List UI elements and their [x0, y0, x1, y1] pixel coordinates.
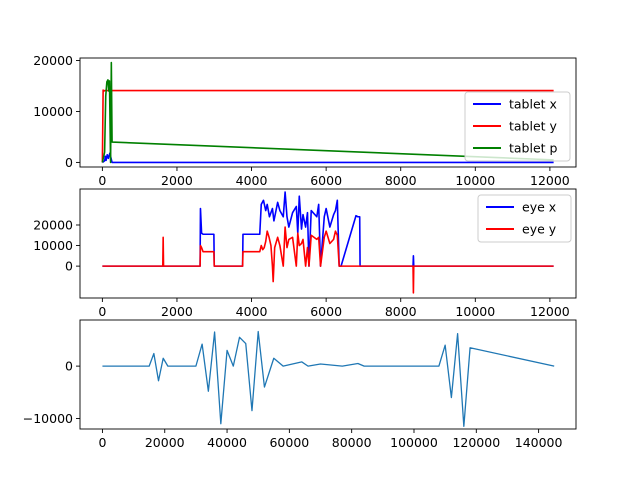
- x-tick-label: 120000: [452, 435, 500, 450]
- x-tick-label: 6000: [310, 173, 342, 188]
- y-tick-label: 0: [65, 359, 73, 374]
- x-tick-label: 4000: [236, 304, 268, 319]
- x-tick-label: 100000: [390, 435, 438, 450]
- legend-label-tablet-x: tablet x: [509, 97, 557, 112]
- legend: tablet x tablet y tablet p: [464, 91, 571, 162]
- legend: eye x eye y: [477, 194, 572, 243]
- x-tick-label: 20000: [145, 435, 185, 450]
- x-tick-label: 0: [98, 435, 106, 450]
- x-tick-label: 2000: [161, 304, 193, 319]
- legend-label-tablet-y: tablet y: [509, 119, 558, 134]
- legend-label-eye-x: eye x: [522, 200, 556, 215]
- x-tick-label: 10000: [455, 304, 495, 319]
- legend-label-eye-y: eye y: [522, 222, 557, 237]
- y-tick-label: 0: [65, 155, 73, 170]
- y-tick-label: 10000: [33, 104, 73, 119]
- tablet-chart: 0 2000 4000 6000 8000 10000 12000 0 10000 20000 ta…: [33, 53, 577, 188]
- x-tick-label: 12000: [530, 304, 570, 319]
- x-tick-label: 140000: [515, 435, 563, 450]
- y-tick-label: −10000: [23, 411, 73, 426]
- series-line-signal: [102, 330, 555, 428]
- x-tick-label: 10000: [455, 173, 495, 188]
- axes-frame: [79, 57, 577, 168]
- y-tick-label: 20000: [33, 53, 73, 68]
- y-tick-label: 10000: [33, 238, 73, 253]
- series-line-tablet-x: [101, 152, 554, 164]
- axes-frame: [79, 319, 577, 430]
- legend-box: [464, 91, 571, 162]
- eye-chart: 0 2000 4000 6000 8000 10000 12000 0 10000 20000 ey…: [33, 188, 577, 319]
- x-tick-label: 12000: [530, 173, 570, 188]
- x-tick-label: 6000: [310, 304, 342, 319]
- x-tick-label: 2000: [161, 173, 193, 188]
- series-line-tablet-y: [101, 89, 554, 163]
- x-tick-label: 40000: [207, 435, 247, 450]
- x-tick-label: 80000: [332, 435, 372, 450]
- x-tick-label: 0: [98, 304, 106, 319]
- audio-chart: 0 20000 40000 60000 80000 100000 120000 140000 −…: [23, 319, 577, 450]
- y-tick-label: 20000: [33, 217, 73, 232]
- series-line-tablet-p: [101, 61, 554, 164]
- x-tick-label: 0: [98, 173, 106, 188]
- x-tick-label: 4000: [236, 173, 268, 188]
- legend-label-tablet-p: tablet p: [509, 141, 558, 156]
- x-tick-label: 8000: [385, 304, 417, 319]
- series-line-eye-y: [102, 226, 554, 294]
- axes-frame: [79, 188, 577, 299]
- x-tick-label: 60000: [269, 435, 309, 450]
- y-tick-label: 0: [65, 259, 73, 274]
- x-tick-label: 8000: [385, 173, 417, 188]
